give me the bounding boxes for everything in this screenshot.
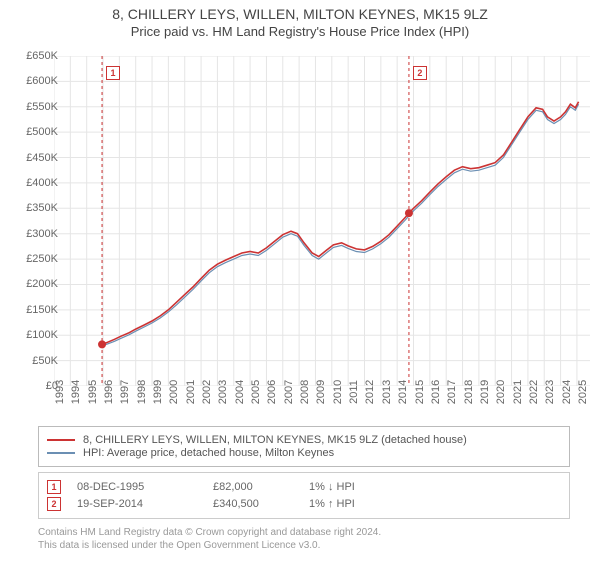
license-line-1: Contains HM Land Registry data © Crown c… (38, 526, 570, 539)
x-tick-label: 2019 (479, 380, 491, 404)
x-tick-label: 2005 (250, 380, 262, 404)
legend-label: 8, CHILLERY LEYS, WILLEN, MILTON KEYNES,… (83, 434, 467, 446)
x-tick-label: 1998 (136, 380, 148, 404)
y-tick-label: £300K (26, 228, 58, 240)
datapoint-row: 2 19-SEP-2014 £340,500 1% ↑ HPI (47, 497, 561, 511)
legend-swatch (47, 452, 75, 454)
x-tick-label: 2022 (528, 380, 540, 404)
y-tick-label: £400K (26, 177, 58, 189)
x-tick-label: 2009 (315, 380, 327, 404)
datapoint-marker: 2 (47, 497, 61, 511)
datapoint-date: 19-SEP-2014 (77, 498, 197, 510)
y-tick-label: £250K (26, 253, 58, 265)
datapoint-price: £340,500 (213, 498, 293, 510)
plot-marker: 2 (413, 66, 427, 80)
x-tick-label: 1999 (152, 380, 164, 404)
datapoint-delta: 1% ↑ HPI (309, 498, 409, 510)
legend-swatch (47, 439, 75, 441)
y-tick-label: £450K (26, 152, 58, 164)
x-tick-label: 2014 (397, 380, 409, 404)
legend-label: HPI: Average price, detached house, Milt… (83, 447, 334, 459)
x-tick-label: 2001 (185, 380, 197, 404)
x-tick-label: 2020 (495, 380, 507, 404)
plot-area (54, 56, 590, 386)
x-tick-label: 2002 (201, 380, 213, 404)
x-tick-label: 2018 (463, 380, 475, 404)
y-tick-label: £100K (26, 329, 58, 341)
x-tick-label: 2013 (381, 380, 393, 404)
x-tick-label: 1993 (54, 380, 66, 404)
y-tick-label: £350K (26, 202, 58, 214)
x-tick-label: 2011 (348, 380, 360, 404)
legend-box: 8, CHILLERY LEYS, WILLEN, MILTON KEYNES,… (38, 426, 570, 467)
x-tick-label: 2024 (561, 380, 573, 404)
x-tick-label: 1997 (119, 380, 131, 404)
x-tick-label: 1995 (87, 380, 99, 404)
y-tick-label: £200K (26, 278, 58, 290)
y-tick-label: £50K (32, 355, 58, 367)
x-tick-label: 2015 (414, 380, 426, 404)
datapoint-marker: 1 (47, 480, 61, 494)
x-tick-label: 2003 (217, 380, 229, 404)
license-text: Contains HM Land Registry data © Crown c… (38, 526, 570, 552)
datapoint-delta: 1% ↓ HPI (309, 481, 409, 493)
x-tick-label: 1996 (103, 380, 115, 404)
x-tick-label: 2017 (446, 380, 458, 404)
x-tick-label: 2010 (332, 380, 344, 404)
y-tick-label: £550K (26, 101, 58, 113)
datapoint-date: 08-DEC-1995 (77, 481, 197, 493)
datapoint-price: £82,000 (213, 481, 293, 493)
chart-root: 8, CHILLERY LEYS, WILLEN, MILTON KEYNES,… (0, 6, 600, 566)
x-tick-label: 2021 (512, 380, 524, 404)
y-tick-label: £600K (26, 75, 58, 87)
x-tick-label: 2012 (364, 380, 376, 404)
datapoints-box: 1 08-DEC-1995 £82,000 1% ↓ HPI 2 19-SEP-2014 £… (38, 472, 570, 519)
y-tick-label: £650K (26, 50, 58, 62)
x-tick-label: 2000 (168, 380, 180, 404)
license-line-2: This data is licensed under the Open Gov… (38, 539, 570, 552)
legend-row: 8, CHILLERY LEYS, WILLEN, MILTON KEYNES,… (47, 434, 561, 446)
y-tick-label: £150K (26, 304, 58, 316)
x-tick-label: 2016 (430, 380, 442, 404)
legend-row: HPI: Average price, detached house, Milt… (47, 447, 561, 459)
x-tick-label: 1994 (70, 380, 82, 404)
datapoint-row: 1 08-DEC-1995 £82,000 1% ↓ HPI (47, 480, 561, 494)
x-tick-label: 2023 (544, 380, 556, 404)
y-tick-label: £500K (26, 126, 58, 138)
x-tick-label: 2006 (266, 380, 278, 404)
chart-title: 8, CHILLERY LEYS, WILLEN, MILTON KEYNES,… (0, 6, 600, 22)
x-tick-label: 2007 (283, 380, 295, 404)
x-tick-label: 2008 (299, 380, 311, 404)
plot-svg (54, 56, 590, 386)
chart-subtitle: Price paid vs. HM Land Registry's House … (0, 24, 600, 39)
x-tick-label: 2004 (234, 380, 246, 404)
plot-marker: 1 (106, 66, 120, 80)
x-tick-label: 2025 (577, 380, 589, 404)
